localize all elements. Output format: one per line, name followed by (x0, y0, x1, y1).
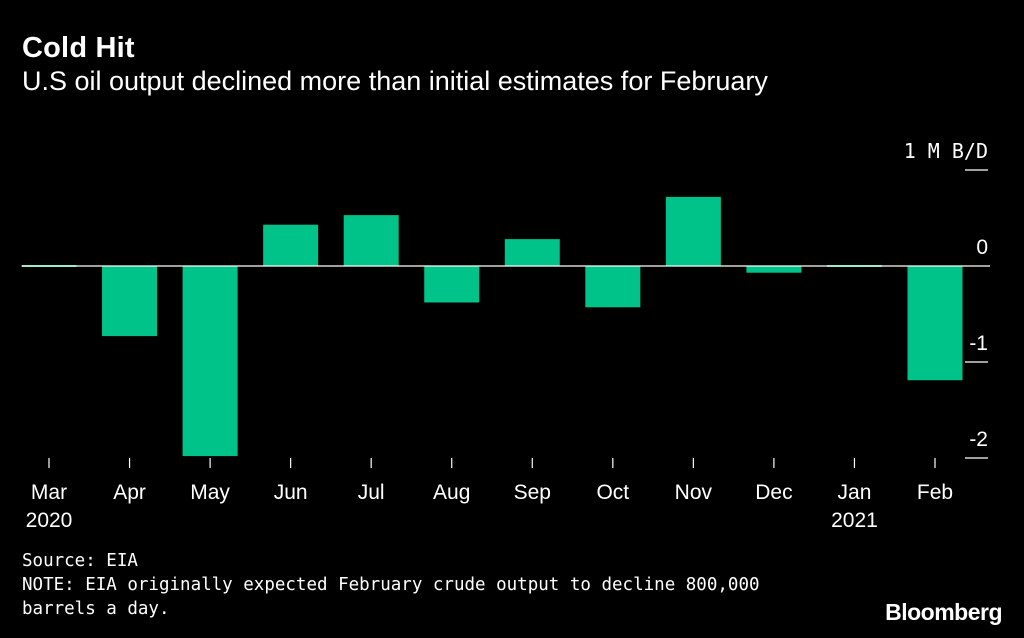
x-year-label-2021: 2021 (831, 509, 878, 532)
x-tick-label-apr: Apr (113, 481, 146, 504)
bar-jun (263, 224, 319, 266)
x-tick-label-jan: Jan (838, 481, 872, 504)
footnote: NOTE: EIA originally expected February c… (22, 575, 760, 619)
bar-apr (102, 266, 158, 337)
x-tick-label-aug: Aug (433, 481, 470, 504)
x-tick-label-oct: Oct (596, 481, 629, 504)
x-tick-label-mar: Mar (31, 481, 67, 504)
x-tick-label-jun: Jun (274, 481, 308, 504)
bar-aug (424, 266, 480, 303)
chart-subtitle: U.S oil output declined more than initia… (22, 66, 768, 96)
x-tick-label-feb: Feb (917, 481, 953, 504)
x-year-label-2020: 2020 (26, 509, 73, 532)
bar-jul (343, 215, 399, 266)
bar-dec (746, 266, 802, 273)
x-tick-label-may: May (190, 481, 230, 504)
chart-title: Cold Hit (22, 32, 135, 64)
x-tick-label-dec: Dec (755, 481, 792, 504)
y-tick-label-2: -1 (969, 332, 988, 355)
x-tick-label-nov: Nov (675, 481, 713, 504)
bar-nov (665, 196, 721, 266)
y-tick-label-3: -2 (969, 428, 988, 451)
bar-feb (907, 266, 963, 381)
x-tick-label-jul: Jul (358, 481, 385, 504)
source-note: Source: EIA (22, 551, 138, 571)
y-tick-label-0: 1 M B/D (904, 139, 988, 163)
bar-chart: 1 M B/D 0 -1 -2 Mar 2020 Apr May Jun Jul Aug Sep Oct… (21, 139, 990, 532)
bar-oct (585, 266, 641, 308)
chart-footer: Source: EIA NOTE: EIA originally expecte… (22, 549, 822, 621)
bar-may (182, 266, 238, 457)
x-tick-label-sep: Sep (514, 481, 551, 504)
y-tick-label-1: 0 (976, 236, 988, 259)
bloomberg-logo: Bloomberg (885, 599, 1002, 625)
bar-sep (504, 239, 560, 266)
